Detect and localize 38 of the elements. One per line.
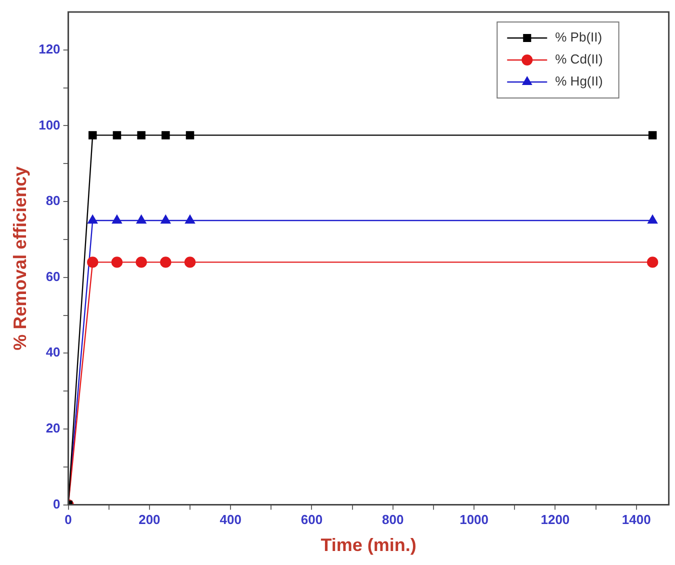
point	[648, 131, 657, 140]
x-tick-label: 1400	[622, 512, 651, 528]
point	[162, 131, 170, 140]
point	[136, 256, 147, 268]
x-tick-label: 1200	[540, 512, 570, 528]
y-tick-label: 120	[38, 41, 60, 56]
point	[87, 256, 98, 268]
y-axis-title: % Removal efficiency	[10, 166, 30, 350]
x-tick-label: 1000	[460, 512, 488, 528]
x-tick-label: 600	[300, 512, 323, 528]
legend-label: % Pb(II)	[555, 30, 602, 45]
x-tick-label: 0	[64, 512, 72, 528]
point	[88, 214, 98, 224]
point	[137, 131, 146, 140]
point	[160, 256, 172, 268]
point	[112, 131, 122, 140]
point	[136, 214, 146, 224]
point	[185, 214, 195, 224]
y-tick-label: 0	[53, 496, 60, 512]
y-tick-label: 20	[46, 420, 60, 436]
legend-label: % Hg(II)	[555, 74, 603, 89]
x-axis-title: Time (min.)	[320, 535, 416, 556]
point	[112, 214, 122, 224]
point	[186, 131, 194, 140]
y-tick-label: 80	[46, 193, 60, 208]
legend-label: % Cd(II)	[555, 52, 603, 67]
y-tick-label: 100	[38, 117, 60, 132]
point	[160, 214, 171, 224]
x-tick-label: 800	[382, 512, 404, 528]
y-tick-label: 40	[46, 344, 60, 360]
point	[111, 256, 123, 268]
x-tick-label: 200	[138, 512, 160, 528]
point	[184, 256, 196, 268]
point	[88, 131, 97, 140]
x-tick-label: 400	[220, 512, 242, 528]
y-tick-label: 60	[46, 268, 60, 284]
point	[648, 214, 658, 224]
point	[646, 256, 658, 268]
